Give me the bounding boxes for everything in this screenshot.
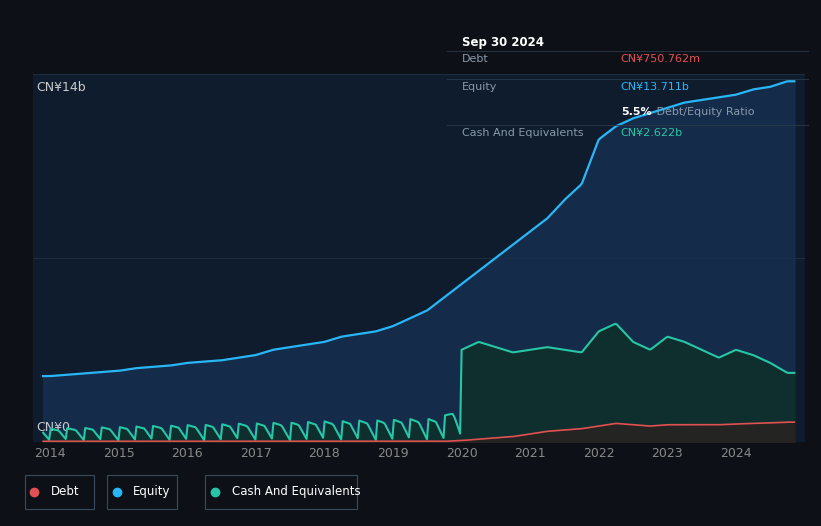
Text: Debt: Debt: [51, 485, 80, 498]
Text: Debt/Equity Ratio: Debt/Equity Ratio: [654, 107, 754, 117]
Text: Cash And Equivalents: Cash And Equivalents: [232, 485, 360, 498]
Text: CN¥14b: CN¥14b: [37, 81, 86, 94]
Text: CN¥13.711b: CN¥13.711b: [621, 82, 690, 92]
Text: Sep 30 2024: Sep 30 2024: [462, 36, 544, 49]
Text: CN¥750.762m: CN¥750.762m: [621, 54, 701, 64]
Text: Equity: Equity: [462, 82, 498, 92]
Text: Cash And Equivalents: Cash And Equivalents: [462, 128, 584, 138]
Text: 5.5%: 5.5%: [621, 107, 652, 117]
Text: CN¥2.622b: CN¥2.622b: [621, 128, 683, 138]
Text: CN¥0: CN¥0: [37, 421, 71, 434]
Text: Equity: Equity: [133, 485, 171, 498]
Text: Debt: Debt: [462, 54, 488, 64]
